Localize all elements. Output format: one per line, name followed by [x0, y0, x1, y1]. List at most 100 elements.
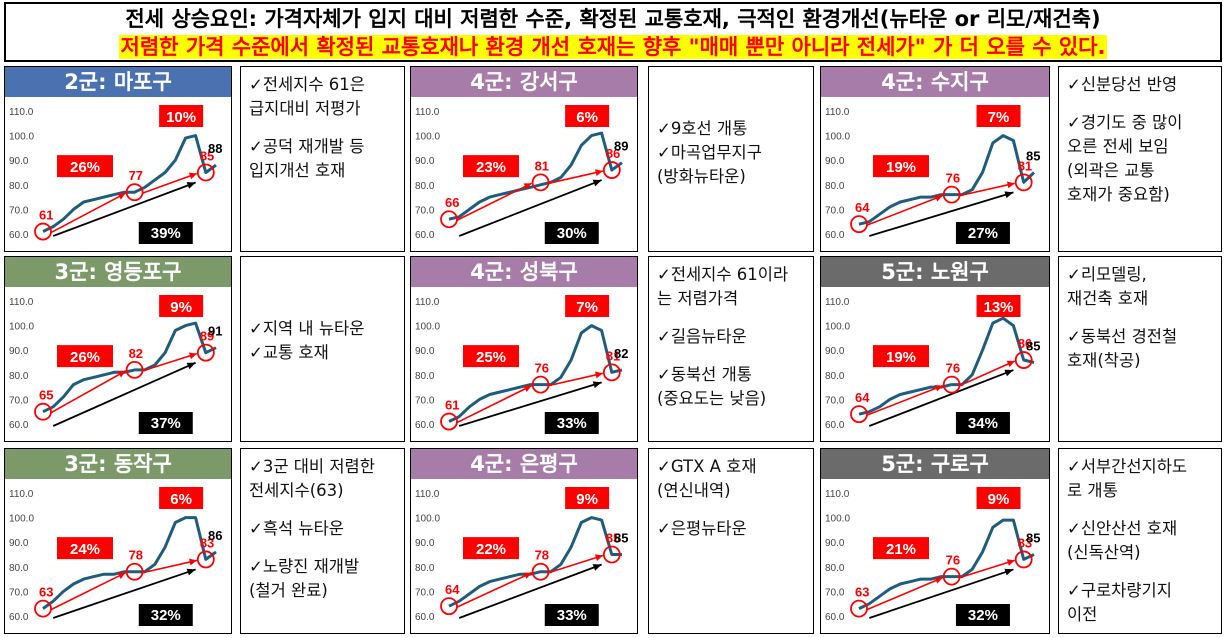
y-tick-label: 80.0: [9, 371, 29, 382]
segment-arrow: [50, 572, 126, 611]
marker-circle: [850, 599, 868, 618]
marker-circle: [942, 185, 961, 204]
marker-circle: [1014, 351, 1033, 369]
marker-label: 63: [39, 585, 53, 600]
marker-circle: [125, 183, 144, 202]
y-tick-label: 80.0: [415, 181, 435, 192]
total-trend-arrowhead: [186, 362, 196, 370]
marker-label: 78: [129, 548, 143, 563]
page-subtitle: 저렴한 가격 수준에서 확정된 교통호재나 환경 개선 호재는 향후 "매매 뿐…: [4, 32, 1222, 62]
total-pct: 30%: [557, 225, 587, 242]
marker-circle: [440, 597, 458, 616]
marker-label: 81: [1018, 158, 1032, 173]
series-line: [858, 316, 1035, 416]
pct-second-half-bg: [976, 105, 1021, 127]
series-line: [858, 518, 1035, 610]
note-item: ✓동북선 경전철 호재(착공): [1067, 327, 1178, 370]
y-tick-label: 60.0: [825, 612, 845, 623]
end-value-label: 85: [1026, 531, 1040, 546]
segment-arrow: [456, 571, 532, 608]
y-tick-label: 70.0: [415, 395, 435, 406]
marker-label: 76: [946, 171, 960, 186]
series-line: [448, 131, 623, 221]
marker-circle: [602, 363, 621, 382]
marker-label: 61: [39, 208, 53, 223]
y-tick-label: 60.0: [415, 230, 435, 241]
y-tick-label: 60.0: [415, 612, 435, 623]
segment-arrowhead: [1006, 360, 1015, 368]
y-tick-label: 100.0: [415, 322, 440, 333]
marker-label: 86: [1018, 336, 1032, 351]
y-tick-label: 110.0: [9, 489, 34, 500]
total-pct-bg: [138, 604, 193, 626]
segment-arrow: [142, 352, 198, 372]
total-pct-bg: [138, 412, 193, 434]
marker-circle: [125, 360, 144, 379]
note-item: ✓경기도 중 많이 오른 전세 보임 (외곽은 교통 호재가 중요함): [1067, 113, 1183, 204]
note-item: ✓동북선 개통 (중요도는 낮음): [657, 365, 767, 408]
pct-second-half-bg: [159, 295, 204, 317]
segment-arrowhead: [188, 352, 197, 360]
note-item: ✓9호선 개통 ✓마곡업무지구 (방화뉴타운): [657, 119, 762, 186]
notes-panel: ✓지역 내 뉴타운 ✓교통 호재: [240, 256, 405, 442]
marker-label: 77: [129, 168, 143, 183]
y-tick-label: 100.0: [415, 132, 440, 143]
chart-title: 4군: 강서구: [411, 67, 637, 97]
segment-arrowhead: [189, 558, 197, 566]
chart-title: 3군: 동작구: [5, 449, 231, 479]
segment-arrowhead: [1006, 181, 1015, 189]
marker-circle: [602, 545, 621, 564]
y-tick-label: 100.0: [415, 514, 440, 525]
total-pct-bg: [138, 222, 193, 244]
segment-arrowhead: [934, 195, 943, 202]
segment-arrowhead: [934, 385, 943, 392]
marker-label: 81: [535, 158, 549, 173]
note-item: ✓흑석 뉴타운: [249, 519, 344, 538]
notes-panel: ✓3군 대비 저렴한 전세지수(63) ✓흑석 뉴타운 ✓노량진 재개발 (철거 완…: [240, 448, 405, 634]
marker-circle: [196, 550, 215, 569]
segment-arrow: [866, 384, 943, 416]
note-item: ✓전세지수 61이라 는 저렴가격: [657, 265, 789, 308]
total-pct-bg: [955, 222, 1010, 244]
segment-arrow: [456, 384, 532, 424]
segment-arrow: [50, 370, 126, 414]
total-trend-arrowhead: [1004, 568, 1014, 576]
marker-circle: [125, 562, 144, 581]
total-pct: 32%: [968, 607, 998, 624]
pct-second-half: 10%: [166, 109, 196, 126]
marker-circle: [1014, 173, 1033, 192]
total-trend-arrowhead: [592, 179, 602, 187]
note-item: ✓신안산선 호재 (신독산역): [1067, 519, 1178, 562]
y-tick-label: 100.0: [9, 132, 34, 143]
y-tick-label: 70.0: [825, 205, 845, 216]
pct-second-half-bg: [159, 105, 204, 127]
pct-second-half: 9%: [576, 491, 598, 508]
marker-label: 65: [39, 388, 53, 403]
marker-circle: [531, 173, 550, 192]
segment-arrow: [959, 559, 1015, 579]
end-value-label: 82: [614, 346, 628, 361]
note-item: ✓공덕 재개발 등 입지개선 호재: [249, 137, 365, 180]
total-trend-arrowhead: [592, 381, 602, 389]
marker-label: 86: [606, 146, 620, 161]
segment-arrowhead: [117, 370, 126, 378]
y-tick-label: 90.0: [9, 538, 29, 549]
notes-panel: ✓GTX A 호재 (연신내역) ✓은평뉴타운: [648, 448, 814, 634]
chart-title: 4군: 은평구: [411, 449, 637, 479]
end-value-label: 89: [614, 139, 628, 154]
segment-arrow: [142, 559, 198, 574]
pct-second-half-bg: [159, 487, 204, 509]
marker-label: 76: [946, 553, 960, 568]
total-pct: 37%: [151, 415, 181, 432]
marker-circle: [440, 412, 458, 431]
total-pct: 33%: [557, 415, 587, 432]
y-tick-label: 90.0: [825, 346, 845, 357]
marker-circle: [196, 163, 215, 182]
pct-first-half: 23%: [476, 159, 506, 176]
pct-second-half-bg: [976, 487, 1021, 509]
y-tick-label: 60.0: [9, 612, 29, 623]
